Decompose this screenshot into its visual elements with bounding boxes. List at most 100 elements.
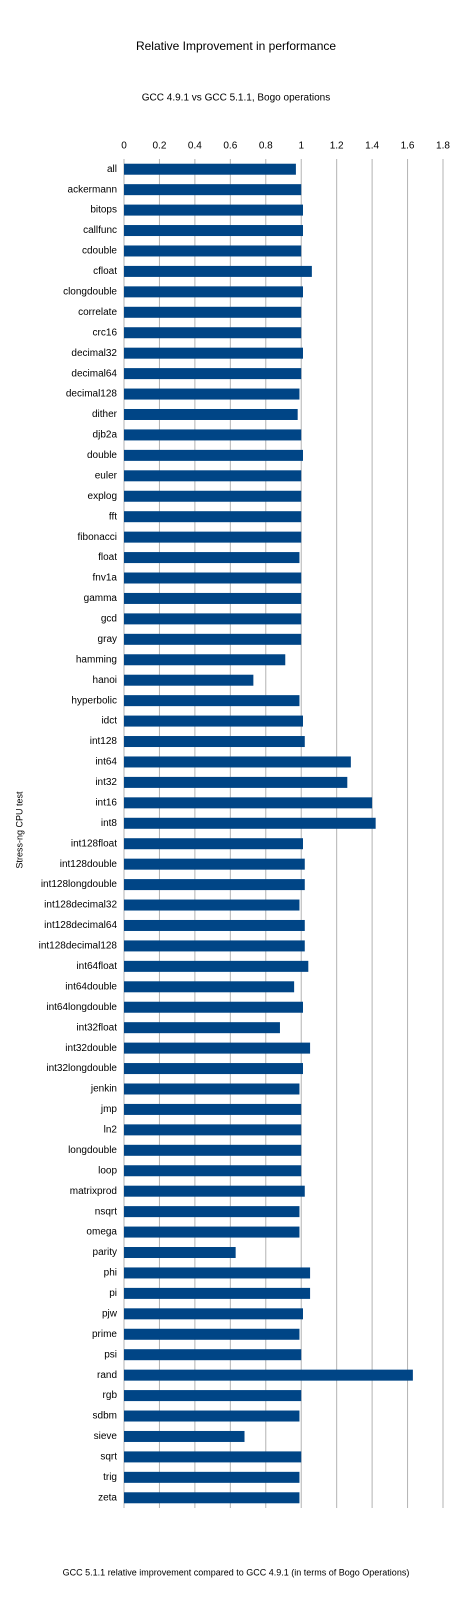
y-tick-label: jmp xyxy=(100,1104,118,1115)
chart-subtitle: GCC 4.9.1 vs GCC 5.1.1, Bogo operations xyxy=(142,93,330,104)
y-tick-label: djb2a xyxy=(93,430,118,441)
y-tick-label: dither xyxy=(92,409,118,420)
y-tick-label: loop xyxy=(98,1165,117,1176)
y-tick-label: fft xyxy=(109,511,117,522)
bar xyxy=(124,184,302,196)
x-tick-label: 0.6 xyxy=(223,141,237,152)
bar xyxy=(124,225,303,237)
bar xyxy=(124,1451,302,1463)
bar xyxy=(124,592,302,604)
y-tick-label: ackermann xyxy=(68,184,117,195)
x-tick-label: 0 xyxy=(121,141,127,152)
y-tick-label: euler xyxy=(95,470,118,481)
y-tick-label: hyperbolic xyxy=(71,695,117,706)
bar xyxy=(124,1042,311,1054)
y-tick-label: gray xyxy=(98,634,117,645)
bar xyxy=(124,286,303,298)
y-axis-label: Stress-ng CPU test xyxy=(14,791,24,869)
bar xyxy=(124,1001,303,1013)
y-tick-label: matrixprod xyxy=(70,1186,117,1197)
y-tick-label: idct xyxy=(101,716,117,727)
x-axis-label: GCC 5.1.1 relative improvement compared … xyxy=(63,1567,410,1577)
y-tick-label: pi xyxy=(109,1288,117,1299)
y-tick-label: parity xyxy=(93,1247,117,1258)
x-tick-label: 0.8 xyxy=(259,141,273,152)
y-tick-label: gamma xyxy=(84,593,118,604)
bar xyxy=(124,511,302,523)
y-tick-label: phi xyxy=(104,1268,117,1279)
y-tick-label: jenkin xyxy=(90,1084,117,1095)
bar xyxy=(124,1124,302,1136)
bar xyxy=(124,1185,305,1197)
bar xyxy=(124,408,298,420)
y-tick-label: float xyxy=(98,552,117,563)
bar xyxy=(124,736,305,748)
x-tick-label: 0.2 xyxy=(152,141,166,152)
bar xyxy=(124,613,302,625)
y-tick-label: int32float xyxy=(76,1022,117,1033)
bar xyxy=(124,1226,300,1238)
x-tick-label: 1 xyxy=(298,141,304,152)
y-tick-label: all xyxy=(107,164,117,175)
y-tick-label: omega xyxy=(86,1227,117,1238)
x-tick-label: 1.2 xyxy=(330,141,344,152)
y-tick-label: int32 xyxy=(95,777,117,788)
y-tick-label: cfloat xyxy=(93,266,117,277)
bar xyxy=(124,674,254,686)
bar xyxy=(124,838,303,850)
y-tick-label: ln2 xyxy=(104,1125,118,1136)
bar xyxy=(124,776,348,788)
bar xyxy=(124,1328,300,1340)
bar xyxy=(124,817,376,829)
bar xyxy=(124,470,302,482)
y-tick-label: int128decimal64 xyxy=(44,920,117,931)
bar xyxy=(124,940,305,952)
y-tick-label: cdouble xyxy=(82,246,117,257)
bar xyxy=(124,797,373,809)
bar xyxy=(124,1369,413,1381)
y-tick-label: int64 xyxy=(95,757,117,768)
y-tick-label: int128decimal32 xyxy=(44,900,117,911)
bar xyxy=(124,1267,311,1279)
x-tick-label: 0.4 xyxy=(188,141,202,152)
y-tick-label: int128 xyxy=(90,736,118,747)
y-tick-label: int32longdouble xyxy=(46,1063,117,1074)
y-tick-label: correlate xyxy=(78,307,117,318)
bar xyxy=(124,572,302,584)
bar xyxy=(124,633,302,645)
bar xyxy=(124,654,286,666)
bar xyxy=(124,1206,300,1218)
y-tick-label: pjw xyxy=(102,1308,118,1319)
y-tick-label: int128longdouble xyxy=(41,879,118,890)
bar xyxy=(124,1390,302,1402)
bar xyxy=(124,715,303,727)
bar xyxy=(124,1349,302,1361)
y-tick-label: nsqrt xyxy=(95,1206,117,1217)
bar xyxy=(124,1103,302,1115)
bar xyxy=(124,327,302,339)
bar xyxy=(124,306,302,318)
bar xyxy=(124,1492,300,1504)
y-tick-label: hanoi xyxy=(93,675,117,686)
bar xyxy=(124,429,302,441)
bar xyxy=(124,490,302,502)
y-tick-label: int64longdouble xyxy=(46,1002,117,1013)
y-tick-label: callfunc xyxy=(83,225,117,236)
y-tick-label: int8 xyxy=(101,818,118,829)
bar xyxy=(124,756,351,768)
bar xyxy=(124,449,303,461)
y-tick-label: gcd xyxy=(101,614,117,625)
bar xyxy=(124,388,300,400)
bar xyxy=(124,1287,311,1299)
y-tick-label: decimal32 xyxy=(71,348,117,359)
y-tick-label: zeta xyxy=(98,1492,117,1503)
y-tick-label: psi xyxy=(104,1349,117,1360)
y-tick-label: int64double xyxy=(65,981,117,992)
bar xyxy=(124,347,303,359)
bar xyxy=(124,1063,303,1075)
bar xyxy=(124,879,305,891)
y-tick-label: decimal128 xyxy=(66,389,118,400)
bar xyxy=(124,981,295,993)
y-tick-label: sieve xyxy=(94,1431,118,1442)
